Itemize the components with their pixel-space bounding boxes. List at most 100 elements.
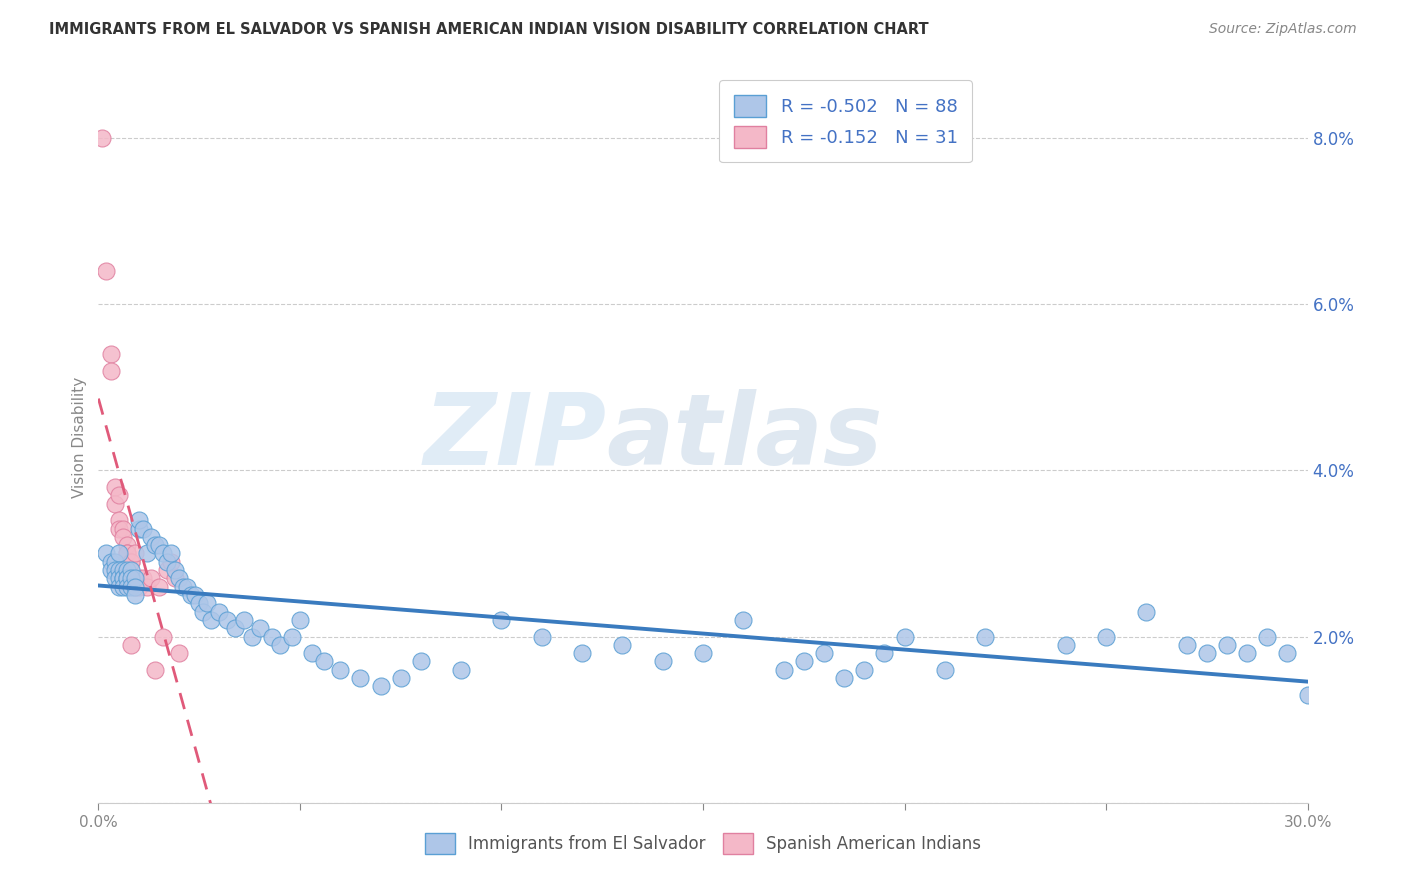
Point (107, 488, 129, 502)
Point (100, 555, 122, 569)
Point (124, 571, 146, 585)
Point (115, 563, 138, 577)
Point (200, 613, 222, 627)
Point (160, 546, 183, 560)
Point (813, 646, 835, 660)
Point (288, 613, 311, 627)
Point (329, 663, 352, 677)
Point (1054, 638, 1077, 652)
Point (124, 580, 146, 594)
Point (152, 630, 174, 644)
Point (301, 646, 323, 660)
Point (96, 264, 118, 278)
Point (240, 630, 263, 644)
Point (120, 580, 142, 594)
Point (349, 671, 371, 685)
Point (184, 588, 207, 602)
Point (124, 546, 146, 560)
Legend: Immigrants from El Salvador, Spanish American Indians: Immigrants from El Salvador, Spanish Ame… (419, 827, 987, 860)
Point (128, 513, 150, 527)
Point (163, 571, 186, 585)
Point (100, 563, 122, 577)
Point (172, 580, 194, 594)
Point (217, 613, 239, 627)
Point (103, 480, 125, 494)
Point (733, 613, 755, 627)
Point (1236, 646, 1258, 660)
Point (115, 571, 138, 585)
Point (160, 555, 183, 569)
Point (139, 571, 162, 585)
Point (249, 621, 271, 635)
Point (103, 555, 125, 569)
Point (893, 630, 915, 644)
Point (135, 546, 157, 560)
Point (103, 497, 125, 511)
Point (269, 638, 291, 652)
Text: ZIP: ZIP (423, 389, 606, 485)
Point (1256, 630, 1278, 644)
Point (692, 646, 714, 660)
Point (1296, 688, 1319, 702)
Point (232, 613, 254, 627)
Point (1095, 630, 1118, 644)
Point (124, 580, 146, 594)
Point (132, 571, 155, 585)
Point (107, 546, 129, 560)
Point (491, 613, 513, 627)
Point (314, 655, 336, 669)
Point (370, 680, 392, 694)
Point (832, 671, 855, 685)
Point (1135, 605, 1157, 619)
Point (180, 588, 202, 602)
Point (260, 630, 283, 644)
Point (853, 663, 876, 677)
Point (115, 546, 138, 560)
Point (107, 513, 129, 527)
Point (156, 555, 179, 569)
Point (115, 546, 138, 560)
Point (450, 663, 472, 677)
Point (224, 621, 246, 635)
Point (530, 630, 553, 644)
Point (128, 521, 150, 535)
Point (120, 555, 142, 569)
Point (103, 571, 125, 585)
Point (103, 563, 125, 577)
Point (111, 571, 134, 585)
Point (96, 546, 118, 560)
Text: atlas: atlas (606, 389, 883, 485)
Point (208, 605, 231, 619)
Point (135, 580, 157, 594)
Point (111, 563, 134, 577)
Text: Source: ZipAtlas.com: Source: ZipAtlas.com (1209, 22, 1357, 37)
Point (128, 580, 150, 594)
Point (156, 563, 179, 577)
Point (115, 571, 138, 585)
Point (107, 521, 129, 535)
Point (139, 530, 162, 544)
Point (1175, 638, 1198, 652)
Point (100, 363, 122, 377)
Point (1195, 646, 1218, 660)
Point (163, 563, 186, 577)
Point (115, 580, 138, 594)
Point (148, 538, 170, 552)
Point (148, 580, 170, 594)
Point (132, 521, 155, 535)
Point (1277, 646, 1299, 660)
Point (115, 538, 138, 552)
Point (167, 646, 190, 660)
Point (409, 655, 432, 669)
Point (188, 596, 211, 610)
Point (111, 521, 134, 535)
Text: IMMIGRANTS FROM EL SALVADOR VS SPANISH AMERICAN INDIAN VISION DISABILITY CORRELA: IMMIGRANTS FROM EL SALVADOR VS SPANISH A… (49, 22, 929, 37)
Point (124, 588, 146, 602)
Point (772, 663, 794, 677)
Point (793, 655, 815, 669)
Point (974, 630, 997, 644)
Point (111, 571, 134, 585)
Point (1216, 638, 1239, 652)
Point (167, 571, 190, 585)
Point (612, 638, 634, 652)
